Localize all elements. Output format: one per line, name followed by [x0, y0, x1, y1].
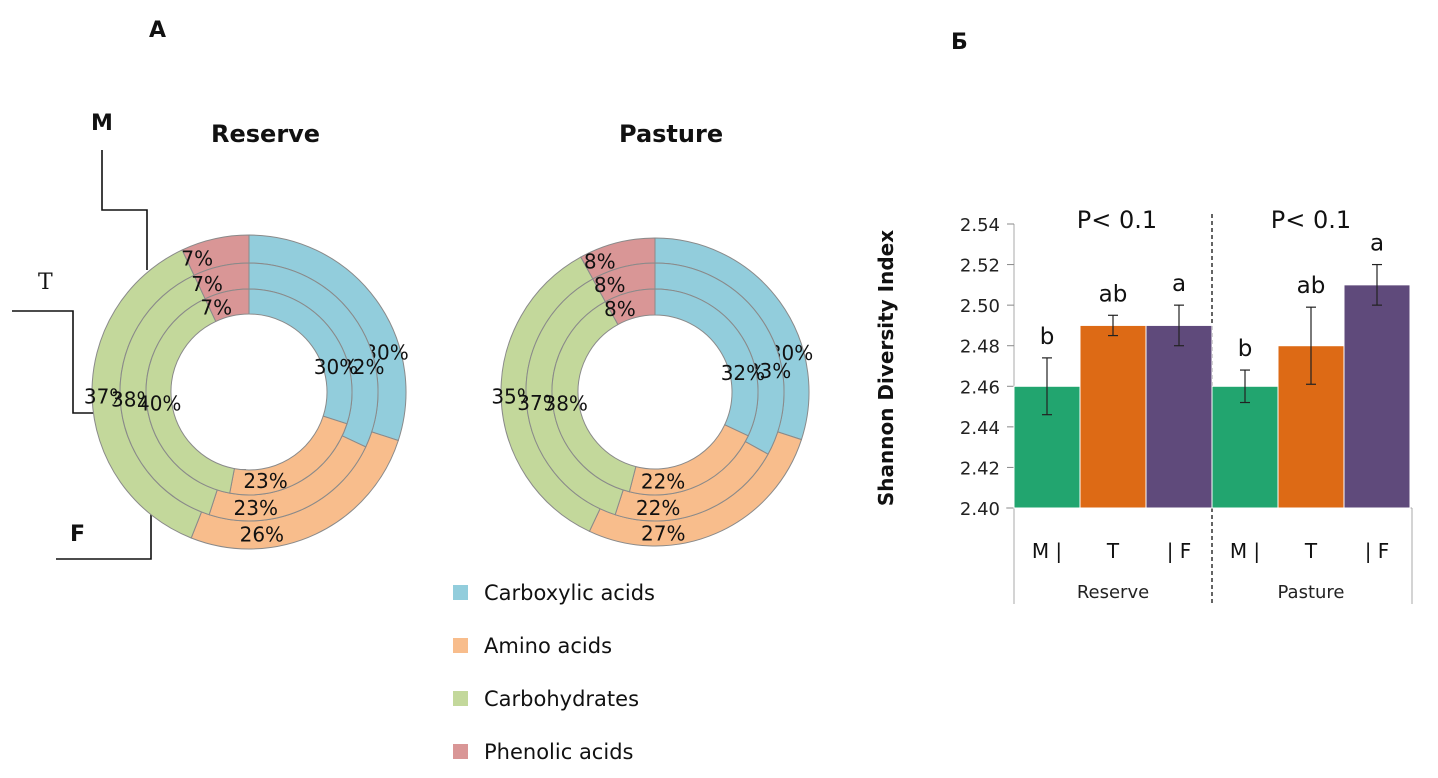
error-bar — [1306, 306, 1316, 385]
error-bar — [1108, 314, 1118, 337]
y-axis-label: Shannon Diversity Index — [874, 230, 898, 506]
donut-legend: Carboxylic acids Amino acids Carbohydrat… — [453, 566, 655, 778]
legend-label: Amino acids — [484, 633, 613, 658]
pasture-donut-title: Pasture — [619, 120, 724, 148]
donut-charts: 30%26%37%7%32%23%38%7%30%23%40%7% 30%27%… — [12, 150, 813, 560]
group-label-reserve: Reserve — [1077, 582, 1149, 603]
bar-pasture-m — [1211, 385, 1279, 509]
error-bar — [1240, 369, 1250, 404]
legend-label: Carbohydrates — [484, 686, 640, 711]
bars: b ab a P< 0.1 b ab a P< 0.1 — [1013, 206, 1411, 509]
donut-data-label: 38% — [543, 391, 587, 415]
y-tick-label: 2.42 — [960, 458, 1000, 479]
legend-item-phenolic: Phenolic acids — [453, 725, 655, 778]
legend-label: Carboxylic acids — [484, 580, 655, 605]
y-tick-label: 2.46 — [960, 377, 1000, 398]
panel-b-label: Б — [951, 30, 968, 55]
x-tick-label: | F — [1167, 539, 1192, 563]
error-bar — [1042, 357, 1052, 416]
x-tick-label: T — [1106, 539, 1120, 563]
bar-reserve-t — [1079, 324, 1147, 509]
donut-data-label: 7% — [191, 272, 223, 296]
significance-letter: ab — [1297, 273, 1326, 299]
x-tick-label: T — [1304, 539, 1318, 563]
donut-data-label: 7% — [200, 296, 232, 320]
donut-data-label: 22% — [636, 496, 680, 520]
shannon-bar-chart: Shannon Diversity Index 2.40 2.42 2.44 2.46… — [874, 206, 1413, 604]
y-tick-label: 2.44 — [960, 418, 1000, 439]
significance-letter: b — [1040, 324, 1055, 350]
bar-reserve-f — [1145, 324, 1213, 509]
significance-letter: a — [1172, 271, 1186, 297]
significance-letter: ab — [1099, 281, 1128, 307]
y-tick-label: 2.40 — [960, 499, 1000, 520]
donut-data-label: 8% — [604, 297, 636, 321]
donut-data-label: 8% — [584, 250, 616, 274]
legend-item-amino: Amino acids — [453, 619, 655, 672]
significance-letter: a — [1370, 231, 1384, 257]
reserve-donut: 30%26%37%7%32%23%38%7%30%23%40%7% — [84, 234, 409, 550]
error-bar — [1372, 263, 1382, 306]
legend-swatch — [453, 638, 468, 653]
donut-data-label: 32% — [721, 361, 765, 385]
donut-data-label: 8% — [594, 273, 626, 297]
donut-data-label: 30% — [314, 355, 358, 379]
donut-slice-f-phenolic-acids — [204, 288, 250, 323]
donut-data-label: 22% — [641, 470, 685, 494]
ring-label-f: F — [70, 522, 86, 547]
group-label-pasture: Pasture — [1278, 582, 1345, 603]
donut-slice-f-phenolic-acids — [604, 288, 656, 326]
x-tick-label: M | — [1032, 539, 1062, 563]
donut-data-label: 26% — [240, 522, 284, 546]
legend-swatch — [453, 585, 468, 600]
y-tick-label: 2.54 — [960, 215, 1000, 236]
ring-label-t: T — [38, 270, 53, 295]
pasture-donut: 30%27%35%8%33%22%37%8%32%22%38%8% — [491, 237, 813, 547]
significance-letter: b — [1238, 336, 1253, 362]
legend-swatch — [453, 691, 468, 706]
legend-swatch — [453, 744, 468, 759]
donut-data-label: 40% — [137, 391, 181, 415]
y-tick-label: 2.52 — [960, 256, 1000, 277]
legend-label: Phenolic acids — [484, 739, 634, 764]
x-tick-label: M | — [1230, 539, 1260, 563]
y-tick-label: 2.48 — [960, 337, 1000, 358]
legend-item-carboxylic: Carboxylic acids — [453, 566, 655, 619]
donut-data-label: 27% — [641, 521, 685, 545]
callout-line-m — [101, 150, 148, 270]
error-bar — [1174, 304, 1184, 347]
reserve-donut-title: Reserve — [211, 120, 321, 148]
x-tick-label: | F — [1365, 539, 1390, 563]
y-tick-label: 2.50 — [960, 296, 1000, 317]
p-value-annotation: P< 0.1 — [1077, 206, 1157, 234]
ring-label-m: M — [91, 111, 113, 136]
donut-data-label: 23% — [234, 496, 278, 520]
panel-a-label: A — [149, 18, 167, 43]
bar-pasture-f — [1343, 284, 1411, 509]
legend-item-carbohydrates: Carbohydrates — [453, 672, 655, 725]
p-value-annotation: P< 0.1 — [1271, 206, 1351, 234]
donut-data-label: 7% — [181, 247, 213, 271]
donut-data-label: 23% — [243, 469, 287, 493]
